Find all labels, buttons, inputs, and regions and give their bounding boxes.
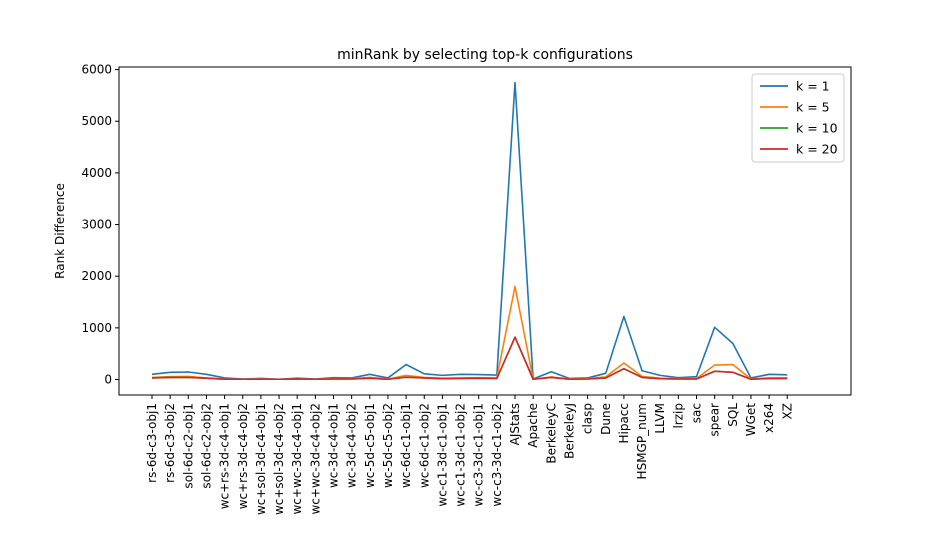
x-tick-label: AJStats xyxy=(508,403,522,445)
x-tick-label: XZ xyxy=(780,403,794,419)
x-tick-label: WGet xyxy=(744,403,758,437)
x-tick-label: BerkeleyC xyxy=(544,403,558,464)
series-line-4 xyxy=(151,336,788,381)
x-tick-label: wc-c3-3d-c1-obj2 xyxy=(490,403,504,507)
series-line-2 xyxy=(151,285,788,381)
y-axis-label: Rank Difference xyxy=(53,183,67,279)
x-tick-label: wc-5d-c5-obj2 xyxy=(381,403,395,488)
y-tick-label: 3000 xyxy=(81,218,112,232)
x-tick-label: wc-3d-c4-obj2 xyxy=(345,403,359,488)
x-tick-label: sol-6d-c2-obj2 xyxy=(199,403,213,489)
chart-title: minRank by selecting top-k configuration… xyxy=(337,47,633,63)
x-tick-label: LLVM xyxy=(653,403,667,434)
x-tick-label: wc-6d-c1-obj1 xyxy=(399,403,413,488)
x-tick-label: spear xyxy=(708,403,722,437)
x-tick-label: lrzip xyxy=(671,403,685,429)
x-tick-label: wc+wc-3d-c4-obj1 xyxy=(290,403,304,515)
x-tick-label: sol-6d-c2-obj1 xyxy=(181,403,195,489)
x-tick-label: rs-6d-c3-obj1 xyxy=(145,403,159,483)
x-tick-label: wc-5d-c5-obj1 xyxy=(363,403,377,488)
y-tick-label: 2000 xyxy=(81,269,112,283)
series-line-1 xyxy=(151,81,788,381)
series-line-3 xyxy=(151,336,788,381)
legend-label: k = 5 xyxy=(796,100,830,115)
x-tick-label: wc+rs-3d-c4-obj1 xyxy=(218,403,232,509)
legend-label: k = 1 xyxy=(796,79,830,94)
x-tick-label: wc-c3-3d-c1-obj1 xyxy=(472,403,486,507)
y-tick-label: 6000 xyxy=(81,63,112,77)
y-tick-label: 4000 xyxy=(81,166,112,180)
legend-label: k = 20 xyxy=(796,142,838,157)
y-tick-label: 5000 xyxy=(81,114,112,128)
plot-area xyxy=(151,81,788,381)
y-tick-label: 1000 xyxy=(81,321,112,335)
x-tick-label: wc-6d-c1-obj2 xyxy=(417,403,431,488)
legend-box xyxy=(751,73,845,163)
x-tick-label: BerkeleyJ xyxy=(562,403,576,459)
x-tick-label: HSMGP_num xyxy=(635,403,649,479)
x-tick-label: wc+sol-3d-c4-obj2 xyxy=(272,403,286,515)
x-tick-label: x264 xyxy=(762,403,776,433)
x-tick-label: wc+rs-3d-c4-obj2 xyxy=(236,403,250,509)
x-tick-label: Dune xyxy=(599,403,613,435)
y-tick-label: 0 xyxy=(104,373,112,387)
plot-frame xyxy=(118,66,852,396)
x-tick-label: Hipacc xyxy=(617,403,631,444)
x-tick-label: clasp xyxy=(581,403,595,434)
x-tick-label: Apache xyxy=(526,403,540,448)
x-tick-label: wc-c1-3d-c1-obj1 xyxy=(435,403,449,507)
x-tick-label: wc-3d-c4-obj1 xyxy=(327,403,341,488)
x-tick-label: wc-c1-3d-c1-obj2 xyxy=(454,403,468,507)
x-tick-label: sac xyxy=(690,403,704,423)
x-tick-label: rs-6d-c3-obj2 xyxy=(163,403,177,483)
x-axis: rs-6d-c3-obj1 rs-6d-c3-obj2 sol-6d-c2-obj1… xyxy=(145,395,794,515)
x-tick-label: SQL xyxy=(726,403,740,427)
x-tick-label: wc+sol-3d-c4-obj1 xyxy=(254,403,268,515)
x-tick-label: wc+wc-3d-c4-obj2 xyxy=(308,403,322,515)
legend: k = 1 k = 5 k = 10 k = 20 xyxy=(751,73,845,163)
y-axis: 0 1000 2000 3000 4000 5000 6000 xyxy=(81,63,119,387)
legend-label: k = 10 xyxy=(796,121,838,136)
